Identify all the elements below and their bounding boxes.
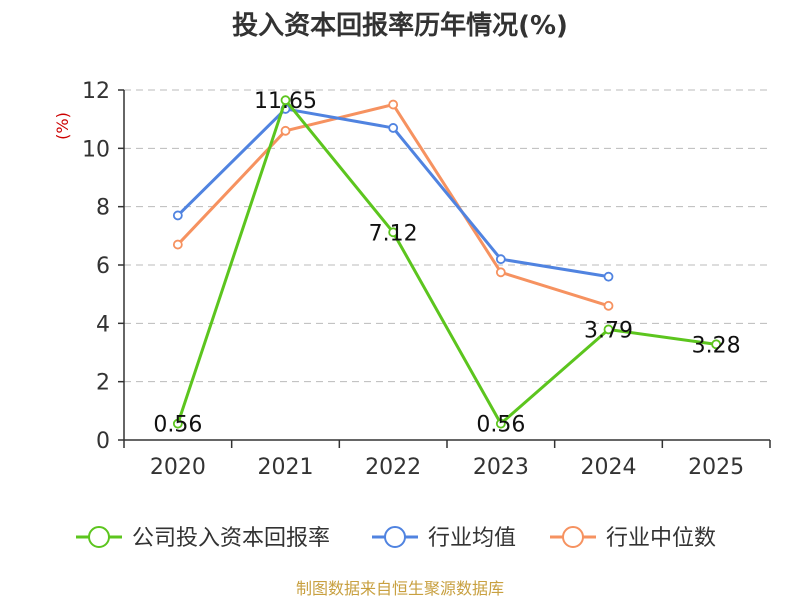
data-point	[388, 99, 399, 110]
data-label: 7.12	[369, 221, 418, 246]
y-tick-label: 2	[96, 371, 110, 396]
data-point	[495, 267, 506, 278]
y-tick-label: 4	[96, 312, 110, 337]
y-tick-label: 0	[96, 429, 110, 454]
data-point	[280, 95, 291, 106]
series-lines	[172, 95, 722, 429]
legend-label: 行业中位数	[606, 526, 716, 551]
data-point	[280, 125, 291, 136]
y-tick-label: 6	[96, 254, 110, 279]
data-point	[711, 339, 722, 350]
data-point	[603, 300, 614, 311]
legend-item[interactable]: 公司投入资本回报率	[76, 526, 330, 551]
data-label: 3.79	[584, 318, 633, 343]
data-point	[172, 418, 183, 429]
y-axis-label: (%)	[53, 112, 72, 140]
legend-label: 公司投入资本回报率	[132, 526, 330, 551]
axes: 0 2 4 6 8 10 12 2020 2021 2022 2023 2024 2025	[82, 79, 771, 480]
data-point	[388, 227, 399, 238]
x-tick-label: 2024	[581, 455, 637, 480]
data-labels: 0.56 11.65 7.12 0.56 3.79 3.28	[153, 89, 740, 437]
data-point	[603, 324, 614, 335]
legend-item[interactable]: 行业均值	[372, 526, 516, 551]
legend-label: 行业均值	[428, 526, 516, 551]
legend-marker	[88, 526, 110, 548]
y-tick-label: 8	[96, 196, 110, 221]
data-point	[603, 271, 614, 282]
series-line	[176, 98, 717, 426]
data-label: 0.56	[476, 413, 525, 438]
y-tick-label: 12	[82, 79, 110, 104]
chart-title: 投入资本回报率历年情况(%)	[232, 10, 568, 41]
x-tick-label: 2022	[365, 455, 421, 480]
legend-marker	[562, 526, 584, 548]
data-point	[172, 239, 183, 250]
data-label: 11.65	[254, 89, 317, 114]
legend-item[interactable]: 行业中位数	[550, 526, 716, 551]
data-point	[495, 418, 506, 429]
x-tick-label: 2021	[258, 455, 314, 480]
legend-marker	[384, 526, 406, 548]
data-point	[388, 123, 399, 133]
y-tick-label: 10	[82, 137, 110, 162]
data-point	[172, 210, 183, 221]
x-tick-label: 2020	[150, 455, 206, 480]
series-0	[172, 95, 722, 429]
series-2	[172, 99, 614, 311]
series-line	[176, 107, 609, 279]
data-label: 3.28	[692, 333, 741, 358]
source-note: 制图数据来自恒生聚源数据库	[296, 579, 504, 598]
x-tick-label: 2023	[473, 455, 529, 480]
x-tick-label: 2025	[688, 455, 744, 480]
series-line	[176, 103, 609, 308]
series-1	[172, 104, 614, 282]
data-point	[495, 254, 506, 265]
data-label: 0.56	[153, 413, 202, 438]
legend: 公司投入资本回报率 行业均值 行业中位数	[76, 526, 716, 551]
